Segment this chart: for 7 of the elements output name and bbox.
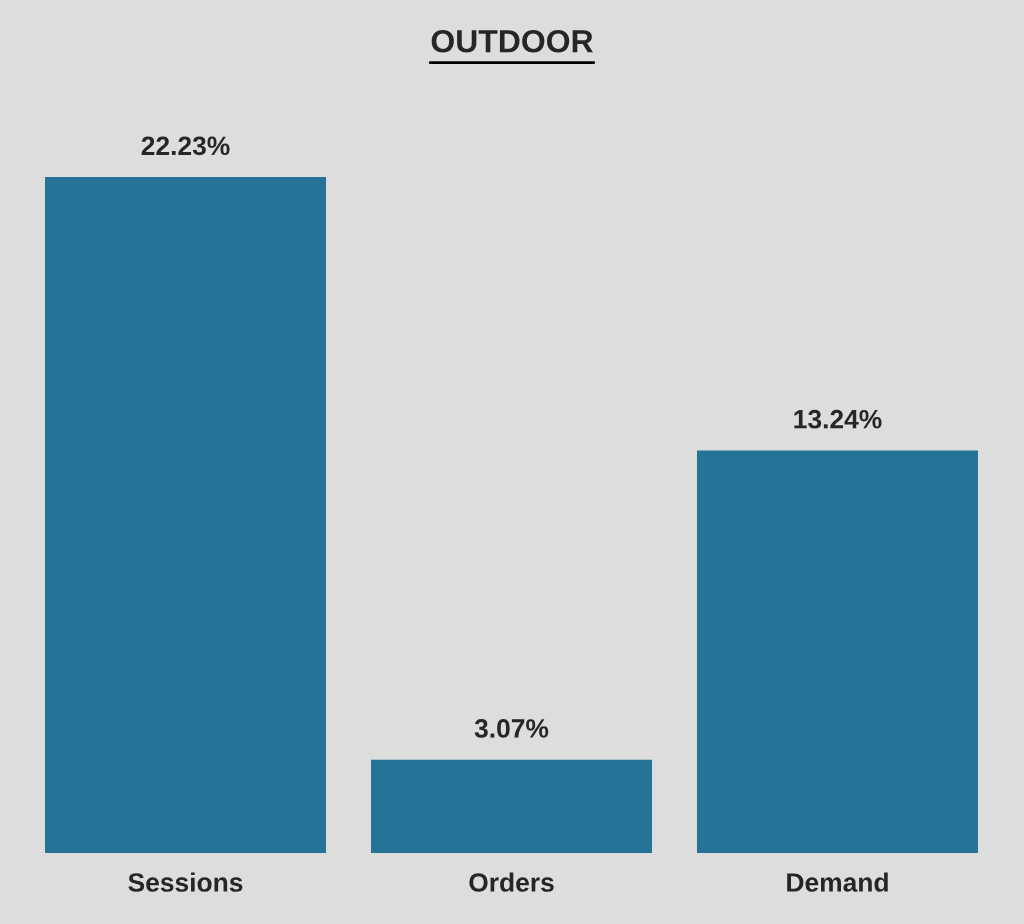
x-tick-label: Sessions <box>128 872 243 892</box>
data-label: 13.24% <box>794 409 882 429</box>
x-tick-label: Demand <box>787 872 888 892</box>
chart-title: OUTDOOR <box>431 29 593 53</box>
x-tick-label: Orders <box>469 872 554 892</box>
data-label: 22.23% <box>141 136 230 156</box>
data-label: 3.07% <box>474 719 549 738</box>
